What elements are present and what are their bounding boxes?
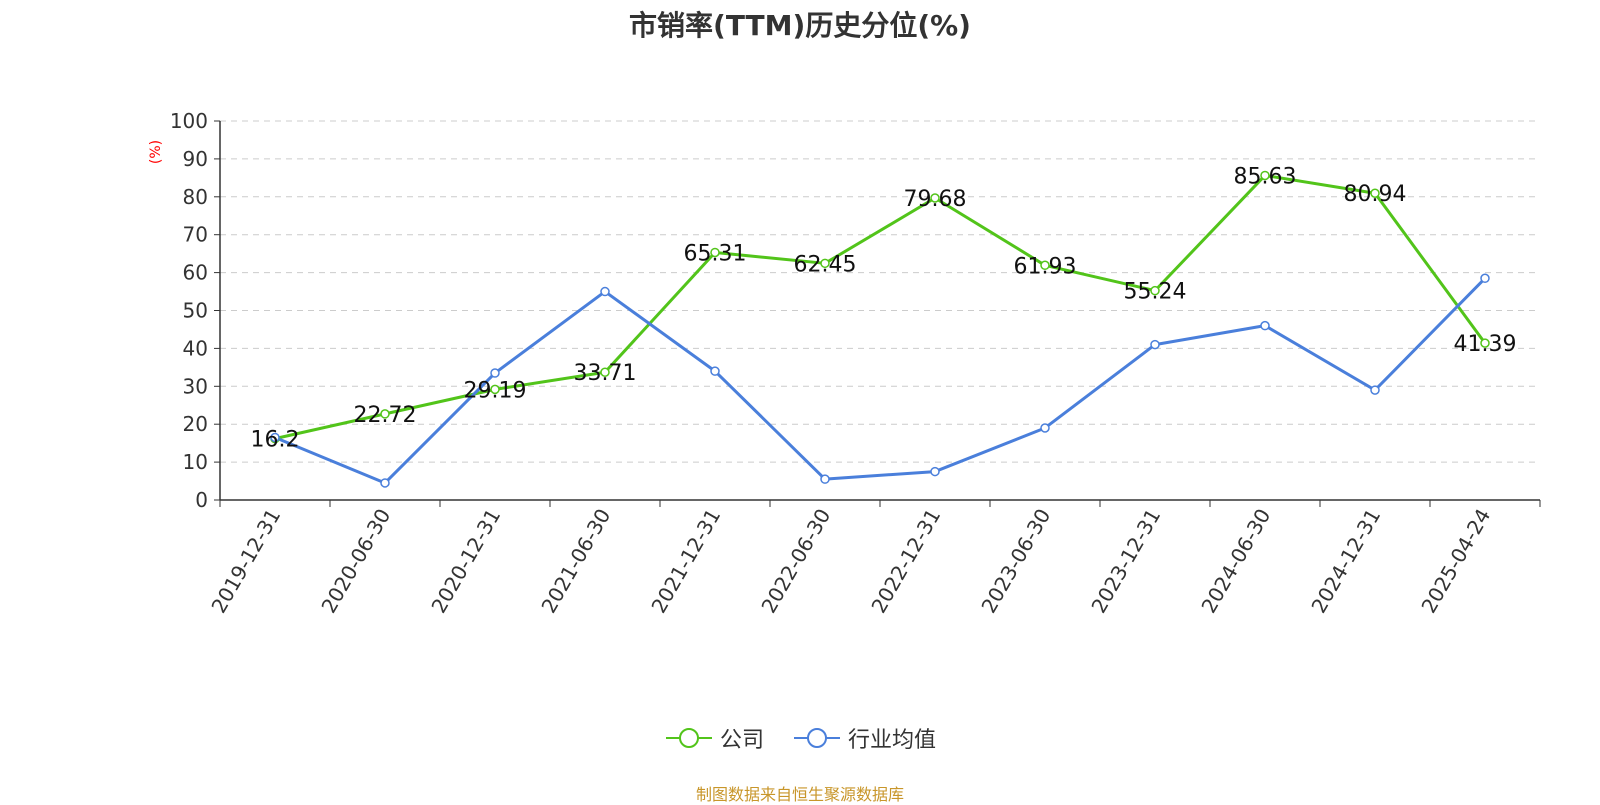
series-line-1 [274,277,1487,485]
y-tick-label: 70 [183,223,208,247]
data-label: 22.72 [354,403,417,428]
data-label: 62.45 [794,252,857,277]
x-tick-label: 2021-06-30 [536,505,615,618]
grid-lines [220,120,1540,463]
data-point[interactable] [600,286,610,297]
data-point[interactable] [1260,320,1270,331]
data-point[interactable] [1370,188,1380,198]
chart-title: 市销率(TTM)历史分位(%) [629,9,971,42]
y-tick-label: 60 [183,261,208,285]
legend-company-label: 公司 [719,728,764,753]
data-label: 41.39 [1454,332,1517,357]
data-point[interactable] [270,432,280,443]
legend-industry-label: 行业均值 [848,728,937,753]
data-point[interactable] [1150,285,1160,296]
data-point[interactable] [820,474,830,484]
y-tick-label: 90 [183,147,208,171]
y-tick-label: 80 [183,185,208,209]
x-tick-label: 2022-06-30 [756,505,835,618]
y-tick-label: 50 [183,299,208,323]
data-point[interactable] [1370,385,1380,395]
legend-company-line-icon [665,728,712,748]
legend-industry-line-icon [794,728,840,748]
y-tick-label: 0 [195,488,208,512]
data-label: 79.68 [904,187,967,212]
data-point[interactable] [820,258,830,269]
data-point[interactable] [380,478,390,488]
x-tick-label: 2022-12-31 [866,505,945,618]
data-label: 29.19 [464,378,527,403]
x-tick-label: 2024-12-31 [1306,505,1385,618]
x-tick-label: 2020-06-30 [316,505,395,618]
legend-item-company[interactable]: 公司 [664,722,764,754]
data-point[interactable] [1480,338,1490,348]
y-tick-label: 100 [170,109,208,133]
x-tick-label: 2021-12-31 [646,505,725,618]
data-point[interactable] [1260,170,1270,181]
data-label: 80.94 [1344,182,1407,207]
data-point[interactable] [1150,339,1160,350]
x-tick-label: 2023-06-30 [976,505,1055,618]
series-lines [274,173,1487,485]
x-tick-label: 2025-04-24 [1416,505,1495,618]
data-label: 85.63 [1234,164,1297,189]
data-point[interactable] [710,366,720,376]
legend-item-industry-average[interactable]: 行业均值 [792,722,936,754]
data-point[interactable] [380,409,390,419]
data-label: 55.24 [1124,280,1187,305]
source-note: 制图数据来自恒生聚源数据库 [695,785,904,804]
data-point[interactable] [1480,273,1490,284]
legend: 公司 行业均值 [0,722,1600,754]
data-point[interactable] [490,368,500,378]
data-point[interactable] [930,466,940,477]
y-tick-label: 20 [183,412,208,436]
x-tick-label: 2020-12-31 [426,505,505,618]
x-tick-labels: 2019-12-31 2020-06-30 2020-12-31 2021-06-30… [206,505,1495,618]
y-tick-labels: 0 10 20 30 40 50 60 70 80 90 100 [170,109,208,512]
y-tick-label: 10 [183,450,208,474]
data-point[interactable] [1040,423,1050,433]
series-line-0 [274,173,1487,441]
data-label: 16.2 [251,428,300,453]
x-tick-label: 2019-12-31 [206,505,285,618]
data-point[interactable] [490,384,500,395]
data-label: 61.93 [1014,254,1077,279]
data-point[interactable] [600,367,610,377]
data-label: 65.31 [684,241,747,266]
y-axis-label: (%) [148,140,164,164]
series-points [270,170,1490,488]
axes [214,120,1541,507]
data-point[interactable] [930,193,940,203]
data-labels: 16.2 22.72 29.19 33.71 65.31 62.45 79.68 61.93 5… [251,164,1517,452]
data-point[interactable] [710,247,720,258]
data-label: 33.71 [574,361,637,386]
x-tick-label: 2024-06-30 [1196,505,1275,618]
data-point[interactable] [1040,260,1050,271]
x-tick-label: 2023-12-31 [1086,505,1165,618]
y-tick-label: 30 [183,374,208,398]
y-tick-label: 40 [183,336,208,360]
